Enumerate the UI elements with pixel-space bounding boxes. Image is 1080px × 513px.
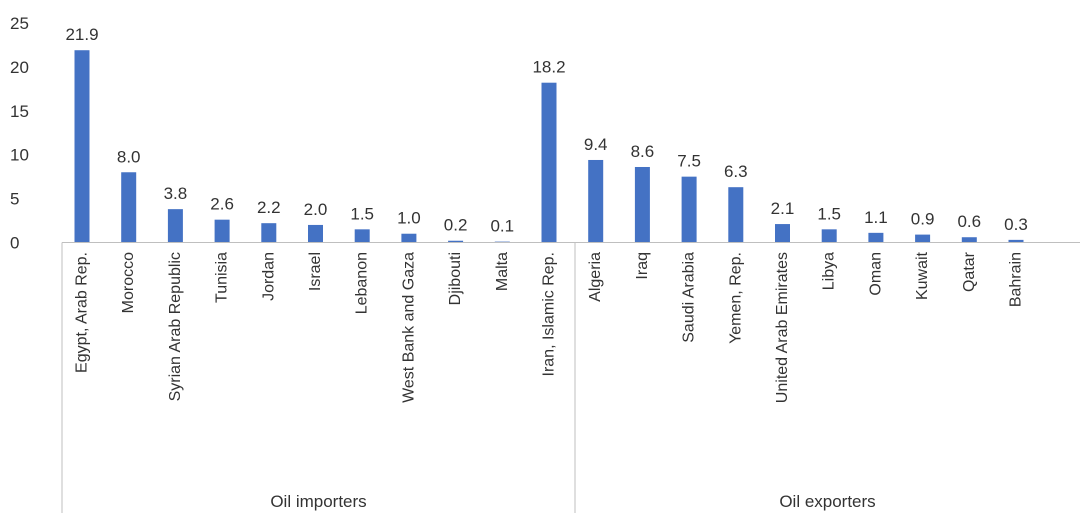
data-label: 8.0 xyxy=(117,147,141,166)
data-label: 2.0 xyxy=(304,200,328,219)
category-label: Saudi Arabia xyxy=(681,252,698,343)
y-tick-label: 10 xyxy=(10,146,29,165)
category-label: Djibouti xyxy=(447,252,464,305)
category-label: Oman xyxy=(867,252,884,296)
bar xyxy=(167,209,183,243)
category-label: Libya xyxy=(821,252,838,290)
group-label: Oil importers xyxy=(270,492,366,511)
y-tick-label: 0 xyxy=(10,234,19,253)
category-label: Algeria xyxy=(587,252,604,302)
data-label: 7.5 xyxy=(677,152,701,171)
bar xyxy=(214,219,230,243)
data-label: 1.0 xyxy=(397,209,421,228)
data-label: 8.6 xyxy=(631,142,655,161)
data-label: 0.3 xyxy=(1004,215,1028,234)
category-label: Israel xyxy=(307,252,324,291)
x-axis: Egypt, Arab Rep. Morocco Syrian Arab Repub… xyxy=(61,242,1080,513)
data-label: 2.2 xyxy=(257,198,281,217)
bar xyxy=(728,187,744,243)
category-label: Malta xyxy=(494,252,511,291)
category-label: Egypt, Arab Rep. xyxy=(74,252,91,373)
category-label: Lebanon xyxy=(354,252,371,314)
data-label: 3.8 xyxy=(164,184,188,203)
data-label: 0.9 xyxy=(911,210,935,229)
category-label: Morocco xyxy=(120,252,137,313)
bar xyxy=(775,224,790,243)
category-label: West Bank and Gaza xyxy=(400,252,417,403)
data-label: 2.1 xyxy=(771,199,795,218)
bar xyxy=(261,223,277,243)
bar xyxy=(354,229,370,243)
category-label: Tunisia xyxy=(214,252,231,303)
data-label: 9.4 xyxy=(584,135,608,154)
bar xyxy=(821,229,837,243)
y-tick-label: 5 xyxy=(10,190,19,209)
data-label: 0.6 xyxy=(957,212,981,231)
bar xyxy=(588,159,604,243)
category-label: Bahrain xyxy=(1008,252,1025,307)
category-label: Kuwait xyxy=(914,251,931,300)
category-label: Iraq xyxy=(634,252,651,280)
category-label: Yemen, Rep. xyxy=(727,252,744,344)
data-labels: 21.9 8.0 3.8 2.6 2.2 2.0 1.5 1.0 0.2 0.1 18.2 9.4 8.… xyxy=(65,25,1027,235)
category-label: Qatar xyxy=(961,251,978,292)
bar xyxy=(74,50,90,243)
bar xyxy=(961,237,977,243)
bar xyxy=(634,166,650,243)
bar xyxy=(448,240,464,243)
category-label: Syrian Arab Republic xyxy=(167,252,184,401)
bar xyxy=(401,233,417,243)
y-tick-label: 20 xyxy=(10,58,29,77)
group-label: Oil exporters xyxy=(779,492,875,511)
data-label: 6.3 xyxy=(724,162,748,181)
y-tick-label: 25 xyxy=(10,14,29,33)
bar xyxy=(121,172,137,243)
bar xyxy=(308,224,323,243)
bar xyxy=(541,82,557,243)
category-label: Jordan xyxy=(260,252,277,301)
y-tick-label: 15 xyxy=(10,102,29,121)
data-label: 1.1 xyxy=(864,208,888,227)
data-label: 18.2 xyxy=(532,58,565,77)
y-axis: 0 5 10 15 20 25 xyxy=(10,14,29,253)
data-label: 0.2 xyxy=(444,216,468,235)
data-label: 1.5 xyxy=(350,204,374,223)
data-label: 2.6 xyxy=(210,195,234,214)
category-label: United Arab Emirates xyxy=(774,252,791,403)
bar xyxy=(915,234,931,243)
bar xyxy=(1008,239,1024,243)
bar xyxy=(868,232,884,243)
data-label: 1.5 xyxy=(817,204,841,223)
category-label: Iran, Islamic Rep. xyxy=(541,252,558,376)
data-label: 21.9 xyxy=(65,25,98,44)
data-label: 0.1 xyxy=(490,217,514,236)
bar xyxy=(681,176,697,243)
